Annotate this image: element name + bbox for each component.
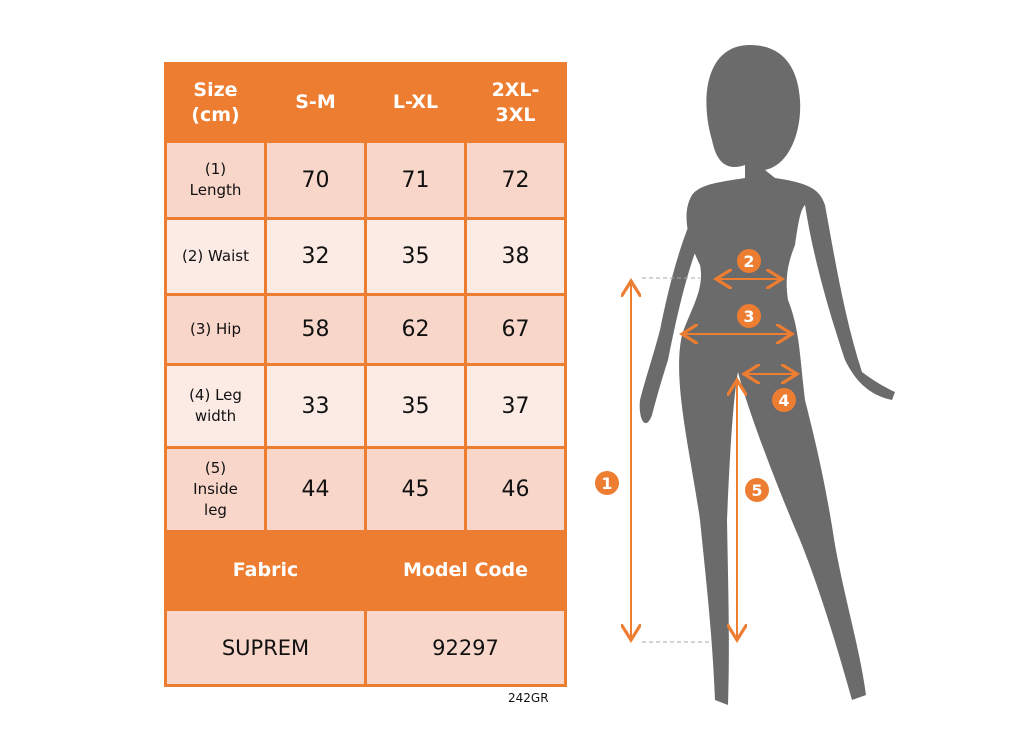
header-cell: Size (cm) xyxy=(164,62,267,143)
table-header-row: Size (cm) S-M L-XL 2XL-3XL xyxy=(164,62,567,143)
header-cell: L-XL xyxy=(364,62,467,143)
size-chart-table: Size (cm) S-M L-XL 2XL-3XL (1) Length 70… xyxy=(164,62,567,687)
model-code-header: Model Code xyxy=(364,530,567,611)
header-cell: S-M xyxy=(264,62,367,143)
cell-value: 44 xyxy=(264,446,367,533)
row-label: (1) Length xyxy=(164,140,267,220)
measurement-arrows xyxy=(631,279,797,640)
table-row: (2) Waist 32 35 38 xyxy=(164,217,567,296)
cell-value: 32 xyxy=(264,217,367,296)
marker-label: 1 xyxy=(601,474,612,493)
cell-value: 33 xyxy=(264,363,367,449)
cell-value: 35 xyxy=(364,217,467,296)
marker-1-icon xyxy=(595,471,619,495)
row-label: (3) Hip xyxy=(164,293,267,366)
marker-3-icon xyxy=(737,304,761,328)
fabric-header: Fabric xyxy=(164,530,367,611)
table-row: (1) Length 70 71 72 xyxy=(164,140,567,220)
cell-value: 70 xyxy=(264,140,367,220)
row-label: (4) Leg width xyxy=(164,363,267,449)
cell-value: 46 xyxy=(464,446,567,533)
cell-value: 67 xyxy=(464,293,567,366)
product-code: 242GR xyxy=(508,691,549,705)
marker-2-icon xyxy=(737,249,761,273)
cell-value: 62 xyxy=(364,293,467,366)
model-code-value: 92297 xyxy=(364,608,567,687)
table-row: (5) Inside leg 44 45 46 xyxy=(164,446,567,533)
cell-value: 71 xyxy=(364,140,467,220)
marker-4-icon xyxy=(772,388,796,412)
row-label: (2) Waist xyxy=(164,217,267,296)
marker-label: 5 xyxy=(751,481,762,500)
cell-value: 37 xyxy=(464,363,567,449)
footer-values-row: SUPREM 92297 xyxy=(164,608,567,687)
table-row: (3) Hip 58 62 67 xyxy=(164,293,567,366)
header-cell: 2XL-3XL xyxy=(464,62,567,143)
row-label: (5) Inside leg xyxy=(164,446,267,533)
fabric-value: SUPREM xyxy=(164,608,367,687)
marker-label: 2 xyxy=(743,252,754,271)
footer-header-row: Fabric Model Code xyxy=(164,530,567,611)
cell-value: 72 xyxy=(464,140,567,220)
marker-label: 3 xyxy=(743,307,754,326)
marker-5-icon xyxy=(745,478,769,502)
cell-value: 58 xyxy=(264,293,367,366)
table-row: (4) Leg width 33 35 37 xyxy=(164,363,567,449)
marker-label: 4 xyxy=(778,391,789,410)
cell-value: 45 xyxy=(364,446,467,533)
cell-value: 38 xyxy=(464,217,567,296)
measurement-markers: 1 2 3 4 5 xyxy=(595,249,796,502)
guide-lines xyxy=(642,277,710,643)
cell-value: 35 xyxy=(364,363,467,449)
